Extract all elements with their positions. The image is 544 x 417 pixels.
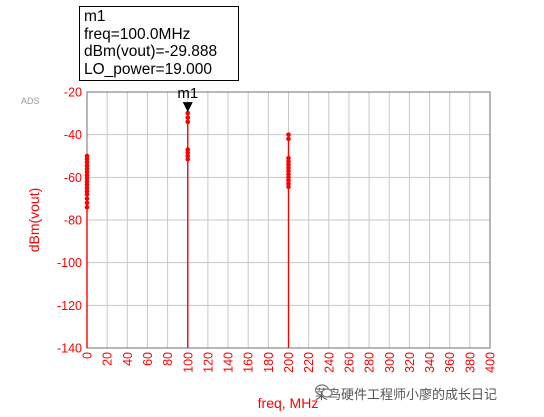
data-point (286, 175, 291, 180)
trace-group (84, 110, 291, 348)
ads-label: ADS (21, 96, 40, 106)
y-tick-labels: -20 -40 -60 -80 -100 -120 -140 (57, 86, 82, 356)
marker-freq: freq=100.0MHz (84, 25, 191, 43)
marker-readout-box: m1 freq=100.0MHz dBm(vout)=-29.888 LO_po… (79, 6, 239, 81)
data-point (84, 169, 90, 175)
x-tick-label: 20 (101, 352, 115, 366)
data-point (84, 182, 90, 188)
data-point (185, 110, 191, 116)
data-point (286, 168, 291, 174)
y-tick-label: -20 (64, 86, 82, 100)
data-point (84, 176, 90, 181)
data-point (84, 156, 90, 162)
x-tick-label: 280 (363, 352, 377, 373)
data-point (185, 119, 191, 125)
data-point (84, 185, 90, 191)
x-tick-label: 80 (161, 352, 175, 366)
marker-label: m1 (177, 85, 198, 102)
marker-triangle[interactable] (182, 102, 193, 113)
x-tick-label: 140 (222, 352, 236, 373)
x-tick-label: 300 (383, 352, 397, 373)
data-point (84, 166, 90, 172)
x-tick-label: 400 (484, 352, 498, 373)
x-tick-label: 120 (201, 352, 215, 373)
marker-lo-power: LO_power=19.000 (84, 60, 212, 78)
data-point (84, 200, 90, 206)
x-tick-label: 160 (242, 352, 256, 373)
data-point (286, 181, 291, 187)
data-point (286, 171, 291, 177)
data-point (286, 132, 291, 137)
data-point (185, 153, 191, 159)
watermark: 菜鸟硬件工程师小廖的成长日记 (315, 384, 497, 403)
x-tick-label: 380 (463, 352, 477, 373)
y-tick-label: -60 (64, 171, 82, 185)
x-tick-label: 100 (181, 352, 195, 373)
x-tick-label: 220 (302, 352, 316, 373)
x-tick-label: 40 (121, 352, 135, 366)
data-point (84, 160, 90, 165)
x-tick-labels: 0 20 40 60 80 100 120 140 160 180 200 220 240 260 280 3… (81, 352, 498, 373)
data-point (286, 165, 291, 171)
x-tick-label: 60 (141, 352, 155, 366)
x-tick-label: 360 (443, 352, 457, 373)
data-point (84, 153, 90, 159)
marker-name: m1 (84, 8, 106, 25)
data-point (286, 136, 291, 142)
watermark-text: 菜鸟硬件工程师小廖的成长日记 (315, 387, 498, 402)
x-tick-label: 340 (423, 352, 437, 373)
data-point (286, 184, 291, 190)
data-point (84, 204, 90, 210)
y-tick-label: -80 (64, 214, 82, 228)
x-tick-label: 240 (322, 352, 336, 373)
data-point (185, 156, 191, 162)
y-tick-label: -120 (57, 299, 82, 313)
x-axis-label: freq, MHz (258, 395, 319, 411)
wechat-icon (315, 384, 333, 398)
x-tick-label: 260 (342, 352, 356, 373)
y-axis-label: dBm(vout) (26, 188, 42, 253)
data-point (84, 179, 90, 184)
data-point (84, 188, 90, 194)
marker-group: m1 (177, 85, 198, 113)
y-tick-label: -140 (57, 342, 82, 356)
data-point (286, 155, 291, 161)
data-point (84, 172, 90, 178)
data-point (286, 178, 291, 183)
data-point (185, 147, 191, 152)
data-point (286, 159, 291, 164)
data-point (185, 115, 191, 120)
data-point (84, 196, 90, 201)
y-tick-label: -40 (64, 128, 82, 142)
x-tick-label: 200 (282, 352, 296, 373)
x-tick-label: 320 (403, 352, 417, 373)
x-tick-label: 0 (81, 352, 95, 359)
data-point (286, 162, 291, 167)
data-point (84, 192, 90, 197)
data-point (84, 163, 90, 168)
data-point (185, 150, 191, 156)
marker-dbm: dBm(vout)=-29.888 (84, 43, 218, 60)
y-tick-label: -100 (57, 256, 82, 270)
x-tick-label: 180 (262, 352, 276, 373)
